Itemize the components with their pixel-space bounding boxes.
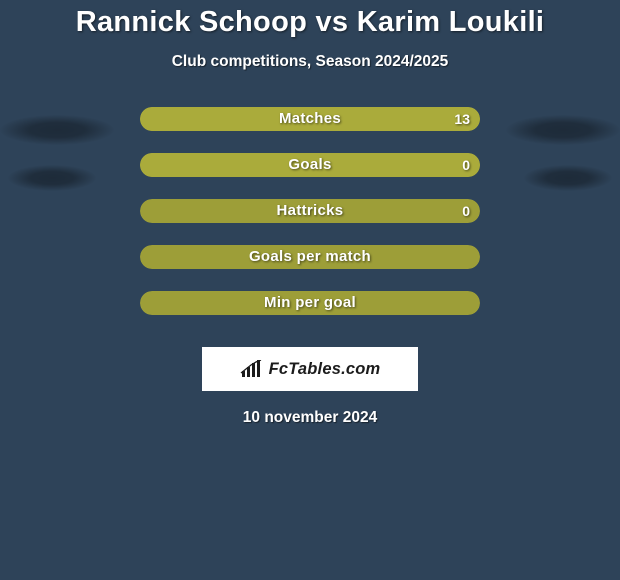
stat-row: Goals per match xyxy=(0,245,620,291)
stat-label: Goals xyxy=(140,153,480,177)
brand-badge: FcTables.com xyxy=(202,347,418,391)
stat-bar: Hattricks0 xyxy=(140,199,480,223)
brand-text: FcTables.com xyxy=(269,360,381,379)
stat-row: Hattricks0 xyxy=(0,199,620,245)
shadow-ellipse-right xyxy=(506,115,620,145)
stat-label: Hattricks xyxy=(140,199,480,223)
player2-name: Karim Loukili xyxy=(357,6,545,38)
stat-row: Min per goal xyxy=(0,291,620,337)
page-title: Rannick Schoop vs Karim Loukili xyxy=(0,6,620,39)
stat-bar: Matches13 xyxy=(140,107,480,131)
stat-label: Matches xyxy=(140,107,480,131)
date-label: 10 november 2024 xyxy=(0,409,620,427)
stat-bar: Min per goal xyxy=(140,291,480,315)
shadow-ellipse-right xyxy=(524,165,612,191)
stat-bar: Goals0 xyxy=(140,153,480,177)
stat-row: Goals0 xyxy=(0,153,620,199)
vs-label: vs xyxy=(315,6,348,38)
stat-label: Min per goal xyxy=(140,291,480,315)
stat-value: 0 xyxy=(462,199,470,223)
bar-chart-icon xyxy=(240,360,262,378)
stat-bar: Goals per match xyxy=(140,245,480,269)
stat-value: 0 xyxy=(462,153,470,177)
stats-list: Matches13Goals0Hattricks0Goals per match… xyxy=(0,107,620,337)
stat-value: 13 xyxy=(454,107,470,131)
subtitle: Club competitions, Season 2024/2025 xyxy=(0,53,620,71)
comparison-card: Rannick Schoop vs Karim Loukili Club com… xyxy=(0,0,620,427)
shadow-ellipse-left xyxy=(8,165,96,191)
stat-row: Matches13 xyxy=(0,107,620,153)
stat-label: Goals per match xyxy=(140,245,480,269)
player1-name: Rannick Schoop xyxy=(76,6,307,38)
shadow-ellipse-left xyxy=(0,115,114,145)
